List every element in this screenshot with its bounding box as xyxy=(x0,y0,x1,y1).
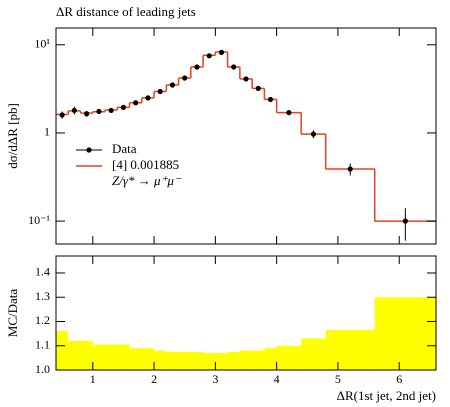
x-tick-label: 1 xyxy=(90,372,96,386)
y-tick-label: 1.2 xyxy=(35,313,50,327)
data-point xyxy=(194,64,200,70)
data-point xyxy=(310,131,317,137)
ratio-band xyxy=(141,348,155,370)
ratio-band xyxy=(178,351,191,370)
plot-frame xyxy=(55,255,437,371)
data-point xyxy=(218,49,225,55)
y-tick-label: 1.4 xyxy=(35,265,50,279)
ratio-band xyxy=(301,338,326,370)
ratio-band xyxy=(239,350,253,370)
ratio-band xyxy=(374,297,436,370)
ratio-band xyxy=(92,344,106,370)
data-point xyxy=(84,111,90,117)
data-point xyxy=(133,100,139,106)
data-point xyxy=(108,107,114,114)
ratio-band xyxy=(105,344,118,370)
legend-label: Data xyxy=(112,141,137,156)
data-point xyxy=(347,166,353,172)
data-point xyxy=(120,104,127,110)
chart-title: ΔR distance of leading jets xyxy=(56,4,196,19)
ratio-band xyxy=(68,340,81,370)
data-point xyxy=(157,88,163,95)
data-point xyxy=(206,53,212,59)
data-point xyxy=(59,112,65,118)
data-point xyxy=(96,108,102,115)
ratio-band xyxy=(129,348,142,370)
ratio-band xyxy=(264,348,277,370)
data-point xyxy=(267,96,274,103)
y-axis-label: dσ/dΔR [pb] xyxy=(5,103,20,169)
x-tick-label: 2 xyxy=(151,372,157,386)
ratio-band xyxy=(203,353,216,370)
plot-frame xyxy=(55,27,437,245)
legend-marker xyxy=(86,147,92,153)
ratio-axis-label: MC/Data xyxy=(5,289,20,338)
ratio-band xyxy=(154,350,167,370)
y-tick-label: 10⁻¹ xyxy=(28,213,50,227)
ratio-band xyxy=(325,329,375,370)
ratio-band xyxy=(166,351,179,370)
ratio-band xyxy=(252,350,265,370)
y-tick-label: 10¹ xyxy=(34,37,50,51)
data-point xyxy=(286,110,292,116)
y-tick-label: 1 xyxy=(44,125,50,139)
ratio-band xyxy=(276,345,302,370)
legend-note: Z/γ* → μ⁺μ⁻ xyxy=(112,173,182,188)
x-tick-label: 6 xyxy=(396,372,402,386)
ratio-band xyxy=(56,331,69,370)
data-point xyxy=(255,85,261,92)
x-tick-label: 4 xyxy=(274,372,280,386)
y-tick-label: 1.0 xyxy=(35,362,50,376)
data-point xyxy=(231,64,237,70)
ratio-band xyxy=(215,353,228,370)
x-tick-label: 5 xyxy=(335,372,341,386)
data-point xyxy=(169,82,176,88)
ratio-band xyxy=(80,340,93,370)
x-tick-label: 3 xyxy=(212,372,218,386)
data-point xyxy=(145,95,151,101)
data-point xyxy=(243,76,249,82)
data-point xyxy=(402,218,408,224)
ratio-band xyxy=(227,351,240,370)
data-point xyxy=(71,107,77,114)
legend-label: [4] 0.001885 xyxy=(112,157,179,172)
y-tick-label: 1.1 xyxy=(35,337,50,351)
ratio-band xyxy=(117,344,130,370)
ratio-band xyxy=(190,351,204,370)
y-tick-label: 1.3 xyxy=(35,289,50,303)
x-axis-label: ΔR(1st jet, 2nd jet) xyxy=(337,388,436,403)
data-point xyxy=(182,75,188,81)
